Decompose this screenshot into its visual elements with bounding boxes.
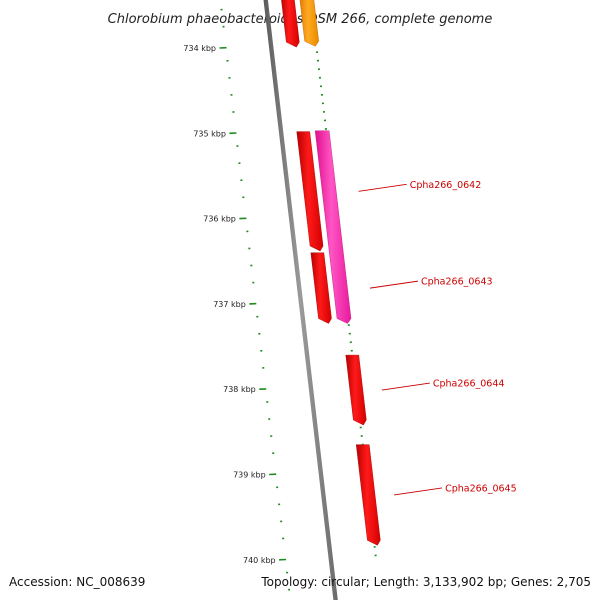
gene-features bbox=[281, 0, 381, 546]
map-title: Chlorobium phaeobacteroides DSM 266, com… bbox=[108, 12, 493, 27]
gene-g0645[interactable] bbox=[355, 444, 381, 546]
gene-g-top-red[interactable] bbox=[281, 0, 300, 48]
gene-label-g0642[interactable]: Cpha266_0642 bbox=[410, 180, 482, 191]
gene-label-g0644[interactable]: Cpha266_0644 bbox=[433, 379, 505, 390]
tick-label-737: 737 kbp bbox=[213, 300, 246, 309]
gene-labels: Cpha266_0642 Cpha266_0643 Cpha266_0644 Cpha… bbox=[358, 180, 517, 496]
gene-g0643[interactable] bbox=[310, 252, 332, 324]
leader-g0643 bbox=[369, 280, 419, 289]
gene-g-top-orange[interactable] bbox=[299, 0, 319, 47]
gene-label-g0645[interactable]: Cpha266_0645 bbox=[445, 483, 517, 494]
leader-g0642 bbox=[358, 183, 407, 192]
leader-g0644 bbox=[381, 382, 430, 391]
genome-backbone bbox=[263, 0, 338, 600]
genome-backbone-layer bbox=[263, 0, 338, 600]
tick-label-740: 740 kbp bbox=[243, 556, 276, 565]
topology-text: Topology: circular; Length: 3,133,902 bp… bbox=[260, 575, 591, 589]
gene-g0642[interactable] bbox=[296, 131, 324, 252]
accession-text: Accession: NC_008639 bbox=[9, 575, 145, 589]
gene-g-magenta[interactable] bbox=[314, 130, 352, 324]
leader-g0645 bbox=[394, 487, 443, 496]
gene-label-g0643[interactable]: Cpha266_0643 bbox=[421, 277, 493, 288]
tick-label-734: 734 kbp bbox=[183, 44, 216, 53]
tick-label-735: 735 kbp bbox=[193, 129, 226, 138]
tick-label-739: 739 kbp bbox=[233, 471, 266, 480]
gene-g0644[interactable] bbox=[345, 354, 367, 426]
tick-label-736: 736 kbp bbox=[203, 215, 236, 224]
tick-label-738: 738 kbp bbox=[223, 385, 256, 394]
